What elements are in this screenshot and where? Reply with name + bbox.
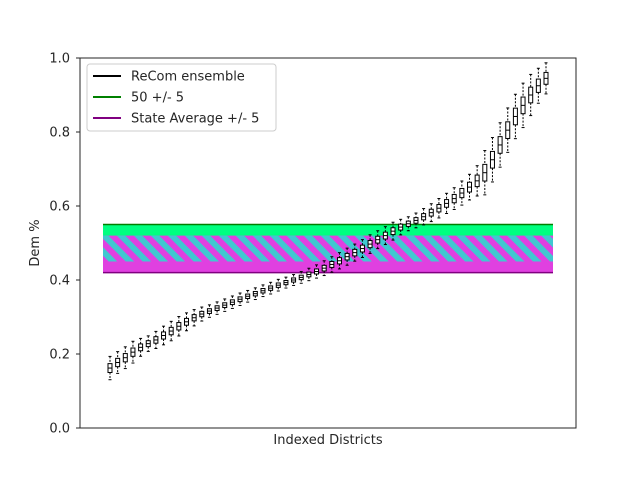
- box-1: [107, 355, 113, 381]
- box-40: [405, 216, 411, 232]
- box-47: [459, 180, 465, 206]
- box-12: [191, 309, 197, 327]
- box-19: [245, 289, 251, 303]
- box-44: [436, 198, 442, 219]
- box-50: [482, 150, 488, 196]
- box-17: [229, 295, 235, 309]
- legend-label: ReCom ensemble: [131, 70, 245, 85]
- legend: ReCom ensemble 50 +/- 5 State Average +/- …: [86, 63, 277, 132]
- box-45: [444, 192, 450, 215]
- box-38: [390, 221, 396, 241]
- box-7: [153, 330, 159, 349]
- box-55: [520, 82, 526, 129]
- box-4: [130, 340, 136, 364]
- box-52: [497, 122, 503, 168]
- box-43: [428, 203, 434, 223]
- box-56: [528, 73, 534, 117]
- box-53: [505, 107, 511, 153]
- box-14: [206, 304, 212, 318]
- box-31: [336, 252, 342, 270]
- box-21: [260, 284, 266, 298]
- box-18: [237, 292, 243, 306]
- box-54: [512, 93, 518, 140]
- box-20: [252, 287, 258, 301]
- box-13: [199, 306, 205, 322]
- box-34: [359, 239, 365, 258]
- y-axis: 0.0 0.2 0.4 0.6 0.8 1.0: [49, 52, 80, 437]
- plot-frame: [79, 57, 577, 429]
- box-22: [268, 281, 274, 295]
- box-58: [543, 62, 549, 95]
- box-46: [451, 187, 457, 210]
- box-29: [321, 260, 327, 277]
- legend-box: [86, 63, 277, 132]
- box-35: [367, 234, 373, 254]
- box-32: [344, 247, 350, 266]
- box-33: [352, 243, 358, 262]
- box-57: [535, 67, 541, 104]
- box-41: [413, 212, 419, 229]
- box-series-recom-ensemble: [107, 62, 549, 381]
- y-tick-label: 1.0: [49, 52, 70, 67]
- y-tick-label: 0.6: [49, 200, 70, 215]
- box-28: [314, 264, 320, 279]
- box-39: [398, 218, 404, 236]
- box-2: [115, 351, 121, 374]
- box-51: [489, 137, 495, 183]
- box-3: [122, 346, 128, 370]
- box-10: [176, 316, 182, 337]
- box-5: [138, 337, 144, 357]
- box-9: [168, 320, 174, 342]
- box-11: [183, 312, 189, 332]
- legend-label: 50 +/- 5: [131, 91, 184, 106]
- box-24: [283, 276, 289, 289]
- bands-layer: [103, 223, 553, 274]
- box-6: [145, 335, 151, 352]
- box-36: [375, 230, 381, 250]
- y-tick-label: 0.2: [49, 348, 70, 363]
- box-8: [161, 325, 167, 346]
- y-tick-label: 0.0: [49, 422, 70, 437]
- box-30: [329, 256, 335, 273]
- box-25: [291, 274, 297, 286]
- box-27: [306, 267, 312, 282]
- box-48: [467, 173, 473, 201]
- box-16: [222, 298, 228, 312]
- y-axis-label: Dem %: [28, 219, 43, 266]
- box-23: [275, 278, 281, 292]
- y-tick-label: 0.8: [49, 126, 70, 141]
- band-overlap-hatch: [103, 235, 553, 262]
- legend-label: State Average +/- 5: [131, 112, 259, 127]
- box-42: [421, 208, 427, 226]
- x-axis-label: Indexed Districts: [273, 433, 382, 448]
- box-15: [214, 301, 220, 315]
- box-26: [298, 271, 304, 284]
- y-tick-label: 0.4: [49, 274, 70, 289]
- box-37: [382, 226, 388, 246]
- box-49: [474, 165, 480, 197]
